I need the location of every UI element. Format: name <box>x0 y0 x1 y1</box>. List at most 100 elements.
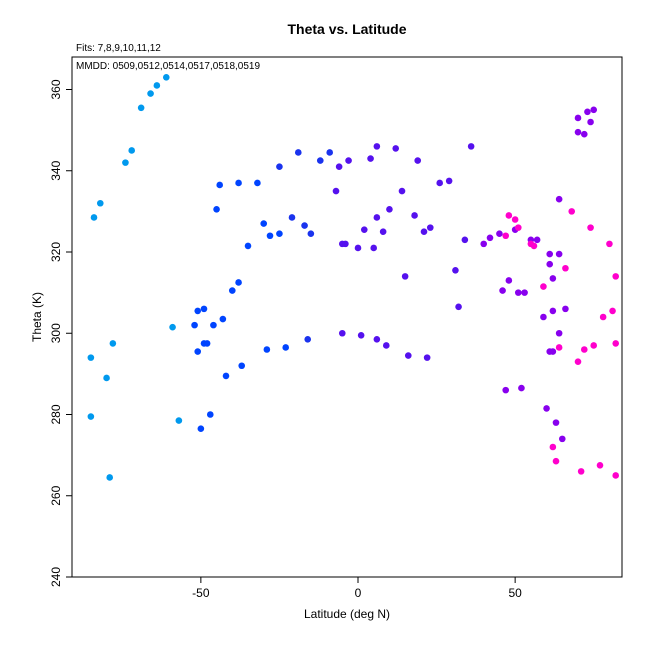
data-point <box>420 228 428 235</box>
data-point <box>90 214 98 221</box>
y-tick-label: 320 <box>49 242 63 262</box>
mmdd-note: MMDD: 0509,0512,0514,0517,0518,0519 <box>76 61 260 72</box>
data-point <box>580 346 588 353</box>
data-point <box>194 307 202 315</box>
x-tick-label: 50 <box>508 586 522 600</box>
data-point <box>530 242 538 250</box>
data-point <box>590 106 598 114</box>
data-point <box>266 232 274 240</box>
data-point <box>552 419 560 426</box>
data-point <box>521 289 528 296</box>
data-point <box>335 163 343 170</box>
data-point <box>282 344 290 351</box>
data-point <box>562 305 569 313</box>
data-point <box>238 362 246 370</box>
data-point <box>590 342 598 349</box>
data-point <box>584 108 591 116</box>
data-point <box>175 417 183 424</box>
data-point <box>304 336 312 343</box>
data-point <box>502 386 510 394</box>
data-point <box>555 344 563 351</box>
data-point <box>276 163 283 170</box>
data-point <box>404 352 412 359</box>
data-point <box>426 224 434 231</box>
data-point <box>411 212 418 219</box>
data-point <box>511 216 519 223</box>
data-point <box>360 226 368 233</box>
data-point <box>109 340 117 347</box>
data-point <box>609 307 616 315</box>
data-point <box>455 303 462 311</box>
data-point <box>606 240 613 248</box>
data-point <box>96 199 104 207</box>
data-point <box>235 279 242 286</box>
data-point <box>486 234 494 242</box>
data-point <box>122 159 129 166</box>
data-point <box>562 264 569 272</box>
data-point <box>577 468 585 475</box>
data-point <box>354 244 362 252</box>
y-tick-label: 240 <box>49 567 63 587</box>
data-point <box>461 236 469 244</box>
data-point <box>216 181 224 189</box>
data-point <box>587 118 594 126</box>
data-point <box>496 230 503 238</box>
x-tick-label: 0 <box>355 586 362 600</box>
data-point <box>398 187 406 195</box>
data-point <box>288 214 296 221</box>
data-point <box>514 289 522 296</box>
data-point <box>197 425 205 433</box>
data-point <box>370 244 378 252</box>
data-point <box>452 266 459 274</box>
data-point <box>307 230 315 238</box>
data-point <box>147 90 154 97</box>
data-point <box>338 329 346 337</box>
y-tick-label: 340 <box>49 160 63 180</box>
data-point <box>580 130 588 138</box>
data-point <box>543 405 550 412</box>
y-tick-label: 260 <box>49 485 63 505</box>
data-point <box>194 348 202 355</box>
data-point <box>345 157 352 164</box>
data-point <box>228 287 236 294</box>
data-point <box>342 240 349 248</box>
data-point <box>254 179 261 187</box>
data-point <box>316 157 324 164</box>
data-point <box>574 114 582 122</box>
data-point <box>379 228 387 235</box>
data-point <box>499 287 506 294</box>
y-tick-label: 280 <box>49 404 63 424</box>
data-point <box>612 273 620 280</box>
data-point <box>210 321 217 329</box>
data-point <box>423 354 431 361</box>
data-point <box>392 145 400 152</box>
data-point <box>549 307 557 315</box>
data-point <box>276 230 283 238</box>
data-point <box>162 74 170 81</box>
data-point <box>401 273 409 280</box>
data-point <box>235 179 242 187</box>
data-point <box>505 212 513 219</box>
data-point <box>206 411 214 418</box>
data-point <box>213 206 220 213</box>
data-point <box>480 240 488 248</box>
data-point <box>367 155 374 162</box>
data-point <box>549 348 557 355</box>
data-point <box>549 443 557 451</box>
data-point <box>103 374 110 382</box>
data-point <box>533 236 541 244</box>
data-point <box>137 104 145 112</box>
data-point <box>467 143 475 150</box>
data-point <box>555 329 563 337</box>
data-point <box>552 457 560 465</box>
chart-title: Theta vs. Latitude <box>287 21 406 37</box>
data-point <box>555 250 563 258</box>
data-point <box>373 336 381 343</box>
data-point <box>153 82 161 89</box>
data-point <box>540 283 547 290</box>
data-point <box>445 177 453 185</box>
data-point <box>87 413 95 420</box>
data-point <box>326 149 334 156</box>
data-point <box>260 220 268 227</box>
fits-note: Fits: 7,8,9,10,11,12 <box>76 43 161 54</box>
